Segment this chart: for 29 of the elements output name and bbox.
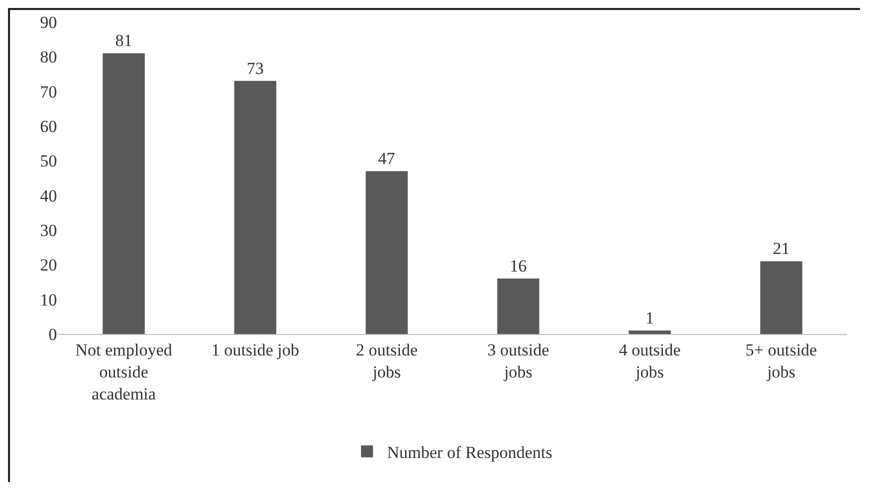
- data-label: 21: [772, 239, 790, 258]
- y-tick-label: 30: [40, 220, 57, 240]
- bar: [102, 53, 145, 334]
- data-label: 16: [510, 256, 527, 276]
- y-tick-label: 60: [40, 116, 57, 136]
- data-label: 73: [246, 58, 264, 78]
- x-tick-label: 5+ outside jobs: [746, 340, 817, 382]
- data-label: 47: [378, 149, 396, 168]
- y-tick-label: 90: [40, 12, 57, 32]
- bar: [760, 261, 802, 334]
- y-tick-label: 70: [40, 82, 57, 102]
- y-tick-label: 40: [40, 186, 57, 206]
- y-tick-label: 50: [40, 152, 57, 171]
- legend-label: Number of Respondents: [387, 443, 552, 462]
- x-tick-label: 4 outside jobs: [618, 340, 681, 382]
- y-tick-label: 80: [40, 48, 57, 67]
- x-tick-label: 2 outside jobs: [356, 340, 418, 382]
- y-tick-label: 0: [48, 324, 57, 344]
- data-label: 1: [646, 308, 654, 328]
- y-tick-label: 20: [40, 256, 57, 275]
- x-tick-label: 3 outside jobs: [487, 340, 550, 382]
- y-tick-label: 10: [40, 290, 57, 310]
- x-tick-label: 1 outside job: [211, 340, 300, 360]
- bar: [234, 80, 276, 334]
- data-label: 81: [115, 31, 132, 50]
- x-tick-label: Not employed outside academia: [75, 340, 173, 404]
- bar: [497, 278, 540, 334]
- bar: [628, 330, 671, 334]
- bar: [366, 171, 408, 334]
